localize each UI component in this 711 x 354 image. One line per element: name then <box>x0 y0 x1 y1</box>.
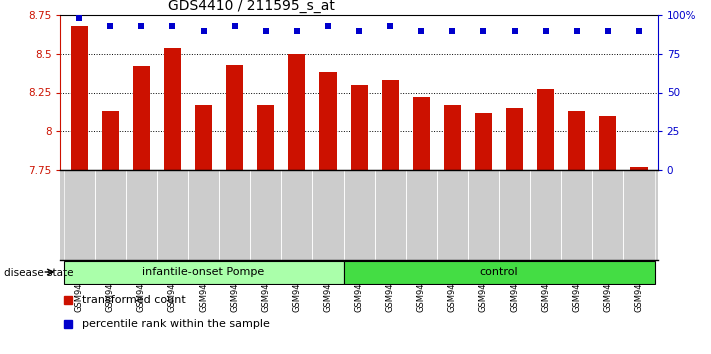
Bar <box>568 111 585 170</box>
Bar <box>164 47 181 170</box>
Bar <box>133 66 150 170</box>
Text: infantile-onset Pompe: infantile-onset Pompe <box>142 267 264 277</box>
Bar <box>257 105 274 170</box>
Text: percentile rank within the sample: percentile rank within the sample <box>82 319 269 329</box>
Text: GDS4410 / 211595_s_at: GDS4410 / 211595_s_at <box>168 0 335 13</box>
Bar <box>537 90 555 170</box>
Bar <box>382 80 399 170</box>
Text: control: control <box>480 267 518 277</box>
Bar <box>506 108 523 170</box>
Bar <box>631 167 648 170</box>
Bar <box>412 97 430 170</box>
Bar <box>102 111 119 170</box>
Bar <box>343 261 655 284</box>
Bar <box>475 113 492 170</box>
Text: transformed count: transformed count <box>82 295 186 304</box>
Bar <box>195 105 212 170</box>
Bar <box>70 26 87 170</box>
Bar <box>599 116 616 170</box>
Bar <box>63 261 343 284</box>
Bar <box>444 105 461 170</box>
Text: disease state: disease state <box>4 268 73 278</box>
Bar <box>319 72 336 170</box>
Bar <box>226 64 243 170</box>
Bar <box>288 54 306 170</box>
Bar <box>351 85 368 170</box>
